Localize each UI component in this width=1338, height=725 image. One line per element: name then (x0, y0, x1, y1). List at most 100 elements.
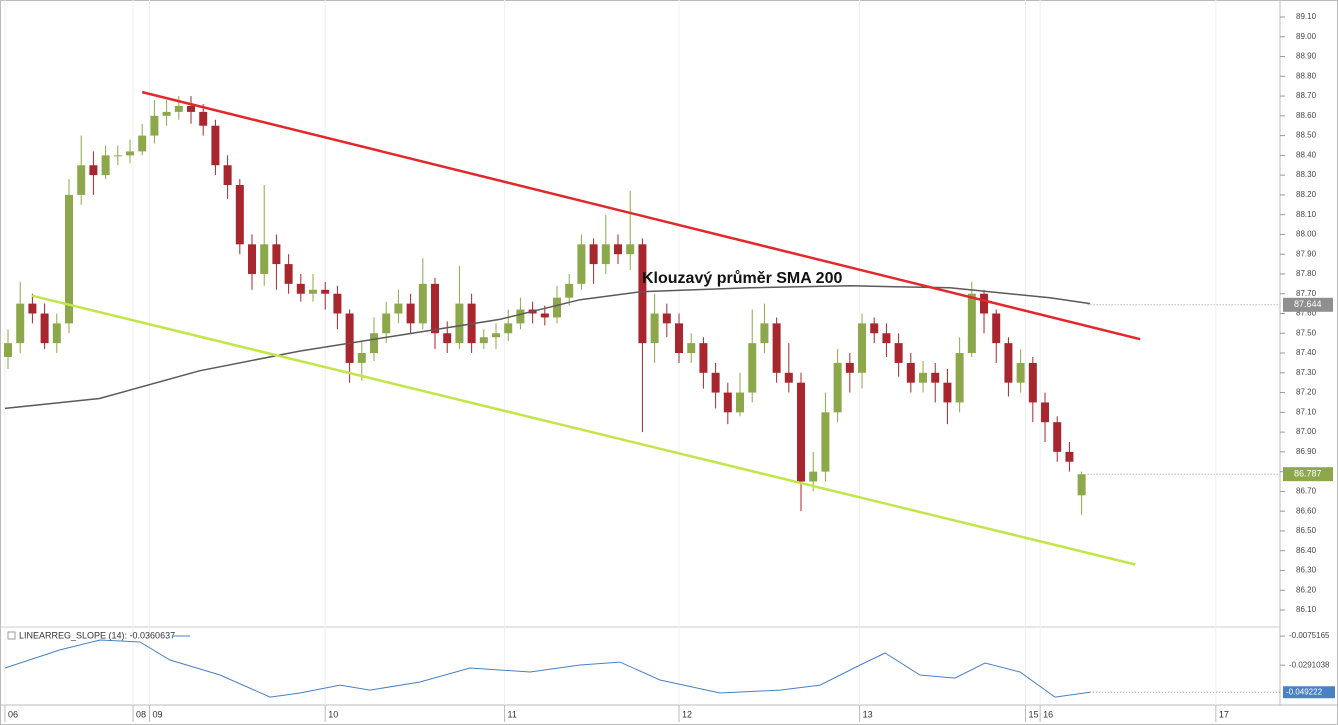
candle-body (711, 372, 720, 393)
candle-body (479, 337, 488, 344)
candle-body (614, 244, 623, 255)
x-tick-label: 16 (1043, 709, 1053, 719)
candle-body (906, 362, 915, 383)
y-tick-label: 86.70 (1296, 487, 1317, 496)
candle-body (28, 303, 37, 314)
y-tick-label: 87.20 (1296, 388, 1317, 397)
y-tick-label: 87.80 (1296, 269, 1317, 278)
y-tick-label: 88.00 (1296, 230, 1317, 239)
annotation: Klouzavý průměr SMA 200 (642, 270, 842, 287)
candle-body (89, 165, 98, 176)
candle-body (894, 343, 903, 363)
candle-body (174, 105, 183, 112)
candle-body (443, 333, 452, 344)
candle-body (797, 382, 806, 482)
candle-body (321, 289, 330, 294)
y-tick-label: 88.30 (1296, 170, 1317, 179)
y-tick-label: 88.50 (1296, 131, 1317, 140)
candle-body (418, 283, 427, 324)
y-tick-label: 86.10 (1296, 605, 1317, 614)
candle-body (809, 471, 818, 482)
candle-body (504, 323, 513, 334)
candle-body (821, 412, 830, 472)
candle-body (1004, 343, 1013, 383)
y-tick-label: 88.90 (1296, 52, 1317, 61)
candle-body (1041, 402, 1050, 423)
legend-icon (7, 631, 16, 640)
price-label: 87.644 (1294, 299, 1322, 309)
y-tick-label: 86.20 (1296, 585, 1317, 594)
candle-body (638, 244, 647, 344)
candle-body (4, 343, 13, 357)
candle-body (113, 155, 122, 157)
y-tick-label: 88.60 (1296, 111, 1317, 120)
indicator-legend: LINEARREG_SLOPE (14): -0.0360637 (19, 630, 175, 640)
candle-body (736, 392, 745, 413)
candle-body (980, 293, 989, 314)
y-tick-label: 88.40 (1296, 150, 1317, 159)
overlay-line (141, 90, 1141, 341)
candle-body (260, 244, 269, 274)
candle-body (943, 382, 952, 403)
candle-body (955, 353, 964, 403)
y-tick-label: -0.0291038 (1289, 660, 1330, 669)
candle-body (455, 303, 464, 344)
y-tick-label: 89.10 (1296, 12, 1317, 21)
candle-body (553, 297, 562, 318)
candle-body (492, 333, 501, 338)
candle-body (601, 244, 610, 265)
candle-body (931, 372, 940, 383)
candle-body (577, 244, 586, 284)
candle-body (333, 293, 342, 314)
y-tick-label: 86.30 (1296, 566, 1317, 575)
candle-body (1016, 362, 1025, 383)
x-tick-label: 10 (328, 709, 338, 719)
candle-body (296, 283, 305, 294)
candle-body (858, 323, 867, 373)
price-label: 86.787 (1294, 469, 1322, 479)
candle-body (284, 264, 293, 284)
candle-body (101, 155, 110, 176)
candle-body (967, 293, 976, 354)
candle-body (565, 283, 574, 298)
x-tick-label: 13 (863, 709, 873, 719)
candle-body (870, 323, 879, 334)
y-tick-label: -0.0075165 (1289, 631, 1330, 640)
y-tick-label: 87.30 (1296, 368, 1317, 377)
candle-body (406, 303, 415, 324)
x-tick-label: 17 (1219, 709, 1229, 719)
y-tick-label: 87.70 (1296, 289, 1317, 298)
candle-body (540, 313, 549, 318)
candle-body (675, 323, 684, 354)
candle-body (760, 323, 769, 344)
x-tick-label: 12 (682, 709, 692, 719)
y-tick-label: 89.00 (1296, 32, 1317, 41)
candle-body (1077, 474, 1086, 496)
y-tick-label: 86.50 (1296, 526, 1317, 535)
candle-body (882, 333, 891, 344)
candle-body (784, 372, 793, 383)
candle-body (187, 105, 196, 112)
x-tick-label: 15 (1029, 709, 1039, 719)
candle-body (748, 343, 757, 393)
x-tick-label: 08 (136, 709, 146, 719)
x-tick-label: 09 (153, 709, 163, 719)
candle-body (370, 333, 379, 354)
candle-body (589, 244, 598, 265)
candle-body (126, 151, 135, 156)
candle-body (394, 303, 403, 314)
candle-body (272, 244, 281, 265)
y-tick-label: 86.60 (1296, 506, 1317, 515)
candle-body (52, 323, 61, 344)
candle-body (357, 353, 366, 363)
candle-body (138, 135, 147, 152)
candle-body (345, 313, 354, 363)
candle-body (845, 362, 854, 373)
candle-body (235, 185, 244, 245)
candle-body (162, 111, 171, 116)
candle-body (650, 313, 659, 344)
y-tick-label: 88.10 (1296, 210, 1317, 219)
